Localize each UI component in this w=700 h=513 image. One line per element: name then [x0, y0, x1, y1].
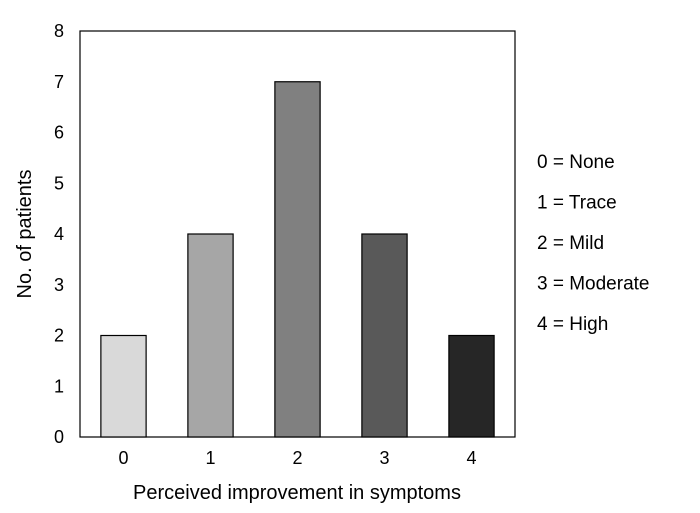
y-tick-label: 7 — [54, 72, 64, 92]
x-tick-label: 1 — [205, 448, 215, 468]
bar-3 — [361, 233, 408, 438]
x-tick-label: 3 — [379, 448, 389, 468]
legend-item: 0 = None — [537, 152, 615, 173]
y-tick-label: 5 — [54, 173, 64, 193]
y-axis: 0 1 2 3 4 5 6 7 8 — [54, 21, 64, 447]
legend-item: 4 = High — [537, 314, 608, 335]
legend-item: 1 = Trace — [537, 193, 617, 214]
bar-4 — [448, 334, 495, 438]
y-tick-label: 8 — [54, 21, 64, 41]
bar-2 — [274, 81, 321, 438]
legend-item: 3 = Moderate — [537, 274, 650, 295]
y-tick-label: 3 — [54, 275, 64, 295]
x-axis-title: Perceived improvement in symptoms — [133, 482, 461, 504]
y-tick-label: 1 — [54, 376, 64, 396]
legend: 0 = None 1 = Trace 2 = Mild 3 = Moderate 4 =… — [537, 152, 650, 335]
x-tick-label: 0 — [118, 448, 128, 468]
x-tick-label: 4 — [466, 448, 476, 468]
y-tick-label: 6 — [54, 123, 64, 143]
y-tick-label: 4 — [54, 224, 64, 244]
y-tick-label: 0 — [54, 427, 64, 447]
bar-0 — [100, 334, 147, 438]
legend-item: 2 = Mild — [537, 233, 604, 254]
bars — [100, 81, 495, 438]
y-tick-label: 2 — [54, 326, 64, 346]
y-axis-title: No. of patients — [14, 170, 36, 299]
x-axis: 0 1 2 3 4 — [118, 448, 476, 468]
bar-1 — [187, 233, 234, 438]
x-tick-label: 2 — [292, 448, 302, 468]
